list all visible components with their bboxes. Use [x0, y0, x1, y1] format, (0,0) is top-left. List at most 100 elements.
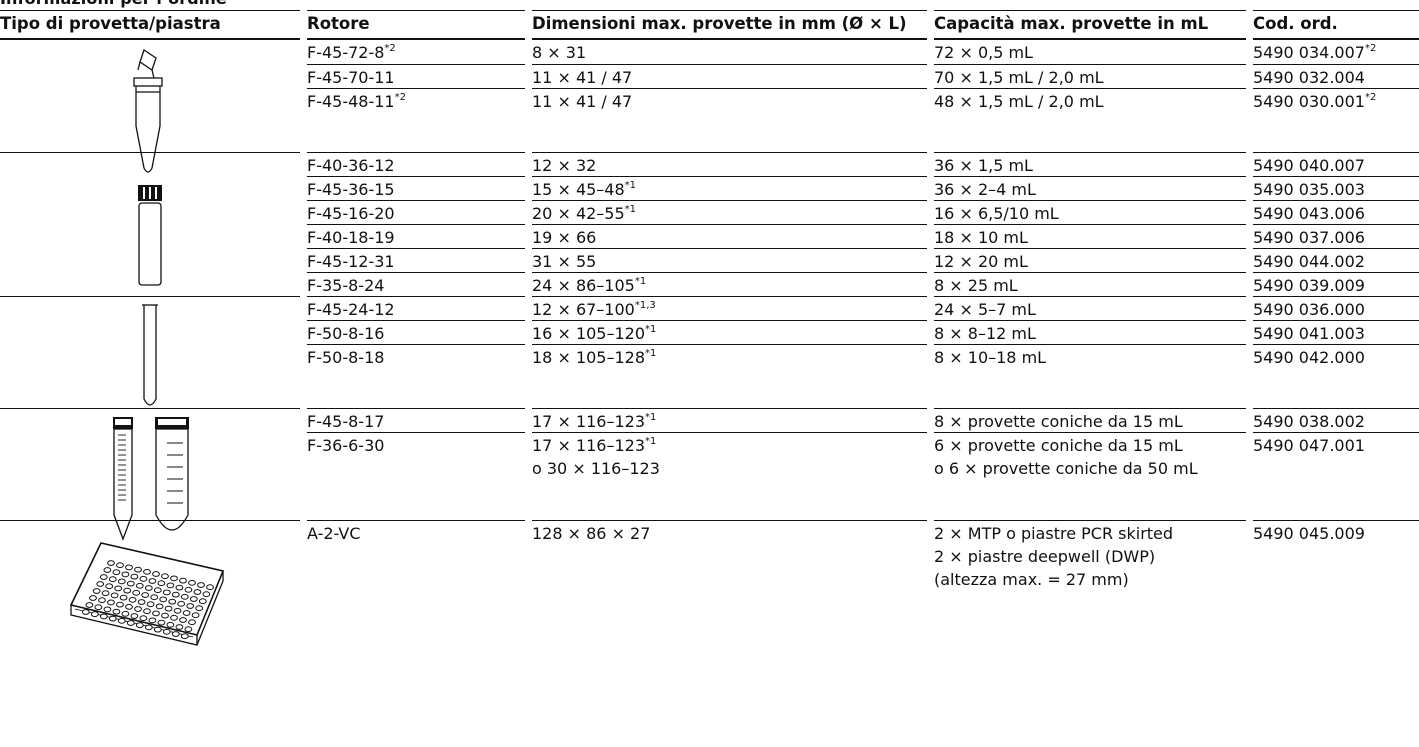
order-number-text: 5490 040.007: [1253, 156, 1365, 175]
dims-line: 11 × 41 / 47: [532, 66, 927, 89]
rotor-text: F-40-18-19: [307, 228, 395, 247]
capacity-line: (altezza max. = 27 mm): [934, 568, 1246, 591]
capacity-cell: 12 × 20 mL: [934, 248, 1246, 273]
capacity-cell: 24 × 5–7 mL: [934, 296, 1246, 321]
dims-cell: 17 × 116–123*1 o 30 × 116–123: [532, 432, 927, 480]
dims-text: o 30 × 116–123: [532, 459, 660, 478]
capacity-text: 8 × 8–12 mL: [934, 324, 1036, 343]
order-number-text: 5490 032.004: [1253, 68, 1365, 87]
rotor-cell: F-45-8-17: [307, 408, 525, 433]
rotor-cell: F-35-8-24: [307, 272, 525, 297]
dims-cell: 19 × 66: [532, 224, 927, 249]
capacity-line: 8 × 10–18 mL: [934, 346, 1246, 369]
test-tube-icon: [142, 304, 158, 406]
capacity-line: 36 × 2–4 mL: [934, 178, 1246, 201]
capacity-text: 2 × MTP o piastre PCR skirted: [934, 524, 1174, 543]
capacity-line: 24 × 5–7 mL: [934, 298, 1246, 321]
dims-text: 11 × 41 / 47: [532, 92, 633, 111]
dims-footnote: *1: [624, 179, 637, 191]
capacity-line: 2 × piastre deepwell (DWP): [934, 545, 1246, 568]
type-image-cell: [0, 520, 300, 747]
dims-footnote: *1: [634, 275, 647, 287]
type-image-cell: [0, 40, 300, 173]
rotor-cell: F-40-18-19: [307, 224, 525, 249]
rotor-cell: F-50-8-18: [307, 344, 525, 369]
order-number-text: 5490 038.002: [1253, 412, 1365, 431]
rotor-text: F-35-8-24: [307, 276, 385, 295]
capacity-cell: 48 × 1,5 mL / 2,0 mL: [934, 88, 1246, 113]
capacity-text: 6 × provette coniche da 15 mL: [934, 436, 1183, 455]
dims-cell: 24 × 86–105*1: [532, 272, 927, 297]
capacity-line: 8 × 8–12 mL: [934, 322, 1246, 345]
order-number-cell: 5490 037.006: [1253, 224, 1419, 249]
order-number-cell: 5490 040.007: [1253, 152, 1419, 177]
capacity-text: 72 × 0,5 mL: [934, 43, 1033, 62]
capacity-cell: 8 × 25 mL: [934, 272, 1246, 297]
capacity-line: 6 × provette coniche da 15 mL: [934, 434, 1246, 457]
capacity-cell: 36 × 2–4 mL: [934, 176, 1246, 201]
capacity-line: o 6 × provette coniche da 50 mL: [934, 457, 1246, 480]
rotor-cell: F-45-12-31: [307, 248, 525, 273]
microplate-icon: [69, 542, 225, 646]
order-number-text: 5490 047.001: [1253, 436, 1365, 455]
order-number-cell: 5490 044.002: [1253, 248, 1419, 273]
dims-cell: 11 × 41 / 47: [532, 88, 927, 113]
type-image-cell: [0, 408, 300, 541]
order-number-cell: 5490 034.007*2: [1253, 40, 1419, 64]
rotor-footnote: *2: [394, 91, 406, 103]
dims-cell: 12 × 32: [532, 152, 927, 177]
dims-line: 17 × 116–123*1: [532, 410, 927, 433]
dims-line: 31 × 55: [532, 250, 927, 273]
capacity-cell: 18 × 10 mL: [934, 224, 1246, 249]
capacity-text: 36 × 2–4 mL: [934, 180, 1036, 199]
capacity-cell: 8 × 10–18 mL: [934, 344, 1246, 369]
rotor-text: F-50-8-16: [307, 324, 385, 343]
order-footnote: *2: [1364, 42, 1377, 54]
capacity-line: 36 × 1,5 mL: [934, 154, 1246, 177]
capacity-line: 2 × MTP o piastre PCR skirted: [934, 522, 1246, 545]
order-number-text: 5490 045.009: [1253, 524, 1365, 543]
rotor-cell: F-45-24-12: [307, 296, 525, 321]
capacity-cell: 16 × 6,5/10 mL: [934, 200, 1246, 225]
dims-footnote: *1,3: [634, 299, 656, 311]
capacity-text: 8 × 25 mL: [934, 276, 1018, 295]
order-number-text: 5490 037.006: [1253, 228, 1365, 247]
capacity-line: 16 × 6,5/10 mL: [934, 202, 1246, 225]
order-number-cell: 5490 036.000: [1253, 296, 1419, 321]
capacity-text: 48 × 1,5 mL / 2,0 mL: [934, 92, 1104, 111]
dims-line: o 30 × 116–123: [532, 457, 927, 480]
dims-footnote: *1: [645, 411, 657, 423]
rotor-cell: F-45-36-15: [307, 176, 525, 201]
dims-text: 24 × 86–105: [532, 276, 635, 295]
dims-text: 16 × 105–120: [532, 324, 646, 343]
dims-text: 12 × 32: [532, 156, 597, 175]
header-dims: Dimensioni max. provette in mm (Ø × L): [532, 10, 927, 40]
order-number-cell: 5490 032.004: [1253, 64, 1419, 89]
capacity-text: 70 × 1,5 mL / 2,0 mL: [934, 68, 1104, 87]
dims-line: 16 × 105–120*1: [532, 322, 927, 345]
capacity-text: 24 × 5–7 mL: [934, 300, 1036, 319]
capacity-text: (altezza max. = 27 mm): [934, 570, 1129, 589]
dims-line: 19 × 66: [532, 226, 927, 249]
order-number-cell: 5490 043.006: [1253, 200, 1419, 225]
order-number-text: 5490 044.002: [1253, 252, 1365, 271]
rotor-cell: A-2-VC: [307, 520, 525, 545]
capacity-text: 8 × provette coniche da 15 mL: [934, 412, 1183, 431]
dims-cell: 8 × 31: [532, 40, 927, 64]
order-number-text: 5490 042.000: [1253, 348, 1365, 367]
dims-text: 31 × 55: [532, 252, 597, 271]
dims-text: 15 × 45–48: [532, 180, 625, 199]
rotor-text: F-45-8-17: [307, 412, 385, 431]
dims-line: 12 × 32: [532, 154, 927, 177]
dims-text: 17 × 116–123: [532, 436, 646, 455]
dims-line: 8 × 31: [532, 41, 927, 64]
capacity-line: 8 × provette coniche da 15 mL: [934, 410, 1246, 433]
capacity-line: 48 × 1,5 mL / 2,0 mL: [934, 90, 1246, 113]
rotor-text: F-40-36-12: [307, 156, 395, 175]
order-number-text: 5490 030.001: [1253, 92, 1365, 111]
order-footnote: *2: [1364, 91, 1377, 103]
dims-text: 12 × 67–100: [532, 300, 635, 319]
capacity-text: 12 × 20 mL: [934, 252, 1028, 271]
header-order: Cod. ord.: [1253, 10, 1419, 40]
dims-line: 18 × 105–128*1: [532, 346, 927, 369]
